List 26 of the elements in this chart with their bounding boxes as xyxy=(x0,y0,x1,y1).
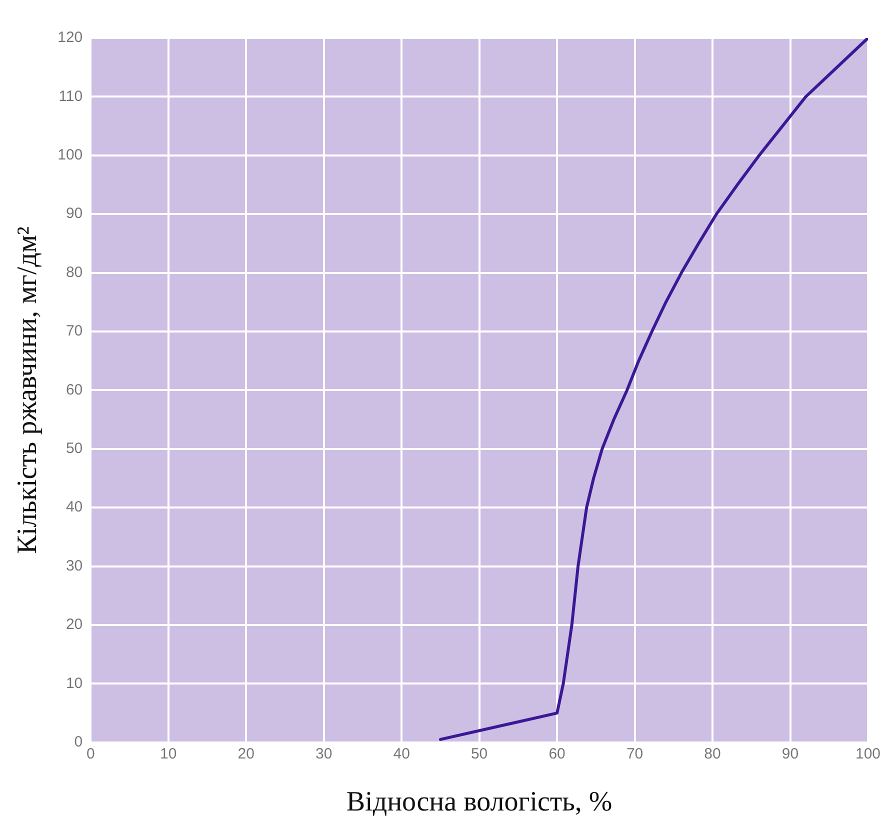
y-tick-label: 110 xyxy=(58,88,83,105)
y-tick-label: 90 xyxy=(66,205,83,222)
y-tick-label: 60 xyxy=(66,381,83,398)
y-tick-label: 20 xyxy=(66,616,83,634)
x-tick-label: 90 xyxy=(782,746,799,763)
x-tick-label: 80 xyxy=(704,746,721,763)
y-tick-label: 80 xyxy=(66,264,83,281)
x-tick-label: 20 xyxy=(238,746,254,763)
x-tick-label: 10 xyxy=(160,746,177,763)
x-tick-label: 40 xyxy=(393,746,410,763)
y-tick-label: 50 xyxy=(66,440,83,458)
x-tick-label: 30 xyxy=(315,746,332,763)
y-tick-label: 10 xyxy=(66,674,83,692)
y-tick-label: 70 xyxy=(66,322,83,340)
x-tick-label: 70 xyxy=(626,746,644,763)
x-tick-label: 100 xyxy=(855,746,881,763)
y-axis-title: Кількість ржавчини, мг/дм² xyxy=(12,226,44,554)
x-tick-label: 50 xyxy=(470,746,488,763)
y-tick-label: 100 xyxy=(58,146,83,164)
y-tick-label: 0 xyxy=(74,734,83,751)
x-axis-title: Відносна вологість, % xyxy=(346,786,612,818)
y-tick-label: 40 xyxy=(66,498,83,516)
x-tick-label: 0 xyxy=(86,746,95,763)
y-tick-label: 120 xyxy=(58,29,83,46)
y-tick-label: 30 xyxy=(66,557,83,574)
x-tick-label: 60 xyxy=(548,746,566,763)
